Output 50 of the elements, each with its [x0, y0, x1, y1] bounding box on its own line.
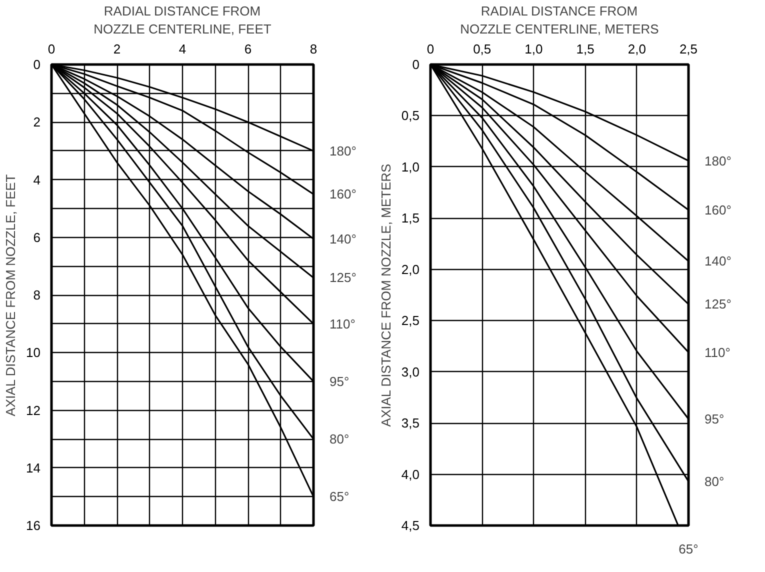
series-label: 140° — [330, 231, 356, 246]
y-tick-label: 2 — [33, 114, 41, 130]
series-label: 125° — [330, 270, 356, 286]
y-tick-label: 12 — [26, 402, 41, 418]
y-tick-label: 0,5 — [401, 108, 420, 124]
x-tick-label: 8 — [310, 42, 318, 56]
series-label: 80° — [330, 432, 350, 447]
series-label: 110° — [704, 344, 730, 360]
y-tick-label: 8 — [33, 288, 41, 302]
y-axis-title: AXIAL DISTANCE FROM NOZZLE, METERS — [378, 163, 394, 427]
y-tick-label: 0 — [33, 57, 41, 72]
y-tick-label: 3,5 — [401, 416, 420, 431]
y-tick-label: 2,0 — [401, 262, 420, 277]
series-label: 80° — [704, 474, 724, 489]
series-label: 65° — [678, 542, 698, 556]
y-tick-label: 4 — [33, 172, 41, 188]
y-tick-label: 6 — [33, 230, 41, 245]
y-tick-label: 2,5 — [401, 313, 420, 328]
y-tick-label: 4,5 — [401, 518, 420, 533]
x-tick-label: 2,5 — [679, 42, 698, 56]
x-tick-label: 6 — [244, 42, 252, 56]
x-axis-title: RADIAL DISTANCE FROM NOZZLE CENTERLINE, METERS — [460, 4, 660, 36]
series-label: 110° — [330, 316, 356, 332]
x-tick-label: 2 — [113, 42, 121, 56]
series-label: 125° — [704, 296, 732, 312]
series-label: 180° — [704, 153, 732, 168]
series-label: 95° — [704, 411, 724, 426]
x-tick-label: 0 — [426, 42, 434, 56]
series-label: 160° — [704, 202, 732, 218]
y-tick-label: 3,0 — [401, 364, 420, 380]
x-axis-title: RADIAL DISTANCE FROM NOZZLE CENTERLINE, FEET — [94, 4, 272, 36]
y-tick-label: 10 — [26, 345, 41, 360]
y-tick-label: 1,0 — [401, 159, 420, 174]
series-label: 160° — [330, 186, 356, 202]
x-tick-label: 0 — [48, 42, 56, 56]
series-label: 180° — [330, 143, 356, 158]
y-tick-label: 4,0 — [401, 466, 420, 482]
series-label: 140° — [704, 254, 732, 269]
x-tick-label: 2,0 — [628, 42, 646, 56]
x-tick-label: 1,5 — [576, 42, 594, 56]
y-tick-label: 14 — [26, 460, 41, 476]
series-label: 65° — [330, 489, 350, 504]
y-tick-label: 16 — [26, 518, 41, 533]
y-tick-label: 0 — [412, 57, 420, 72]
x-tick-label: 0,5 — [473, 42, 492, 56]
x-tick-label: 4 — [178, 42, 186, 56]
y-axis-title: AXIAL DISTANCE FROM NOZZLE, FEET — [3, 174, 18, 416]
y-tick-label: 1,5 — [401, 210, 420, 226]
x-tick-label: 1,0 — [524, 42, 543, 56]
series-label: 95° — [330, 374, 350, 389]
